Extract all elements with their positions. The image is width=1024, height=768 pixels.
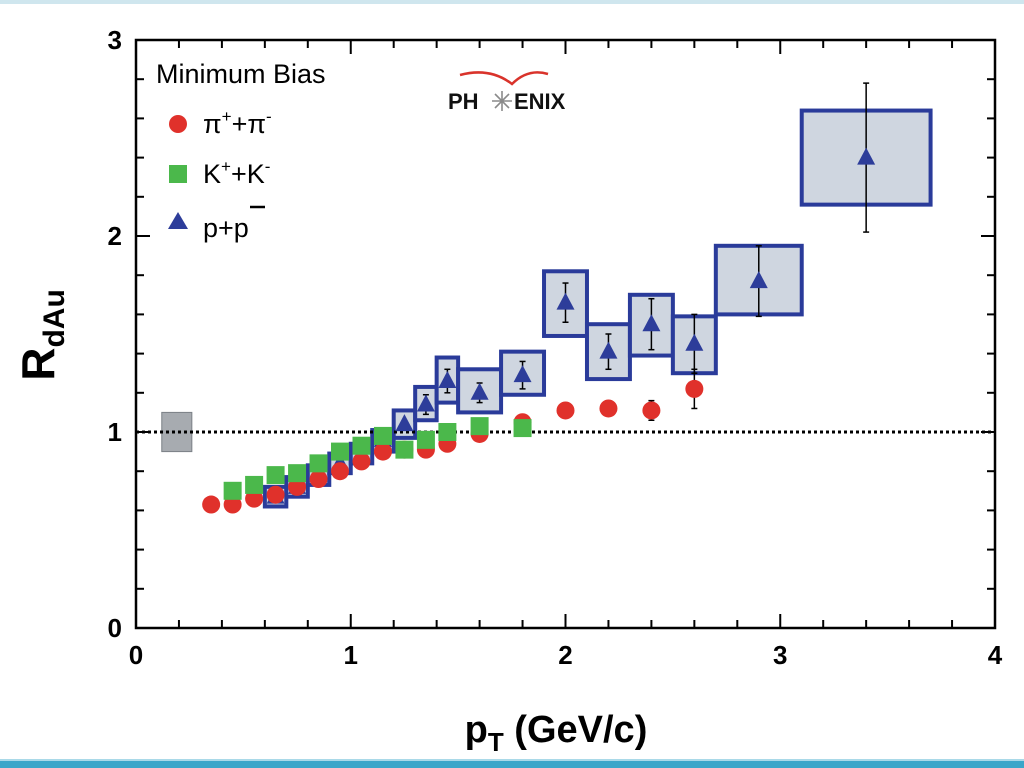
legend-label-kaon: K++K-: [203, 157, 270, 189]
data-point-pion: [642, 401, 661, 420]
data-point-kaon: [331, 442, 350, 461]
data-point-proton: [556, 292, 575, 310]
data-point-kaon: [395, 440, 414, 459]
x-tick-label: 2: [558, 640, 572, 670]
data-point-proton: [416, 394, 435, 412]
data-point-pion: [223, 495, 242, 514]
frame-bottom-border: [0, 761, 1024, 768]
data-point-kaon: [470, 417, 489, 436]
logo-swoosh: [459, 71, 549, 86]
legend-title: Minimum Bias: [156, 59, 326, 89]
data-point-pion: [685, 379, 704, 398]
legend-item-proton: p+p: [168, 205, 265, 243]
data-point-pion: [352, 452, 371, 471]
data-point-pion: [288, 477, 307, 496]
y-tick-label: 2: [108, 221, 122, 251]
tick-labels: 0 1 2 3 4 0 1 2 3: [108, 25, 1003, 670]
legend-item-pion: π++π-: [169, 107, 272, 139]
data-point-kaon: [373, 426, 392, 445]
legend-marker-triangle: [168, 212, 188, 229]
legend: Minimum Bias π++π- K++K- p+p: [156, 59, 326, 243]
legend-marker-square: [169, 165, 187, 183]
logo-text-right: ENIX: [514, 89, 566, 114]
data-point-kaon: [513, 419, 532, 438]
logo-star-icon: [492, 91, 512, 111]
legend-marker-circle: [169, 115, 187, 133]
data-point-kaon: [416, 430, 435, 449]
logo-text-left: PH: [448, 89, 479, 114]
legend-label-pion: π++π-: [203, 107, 272, 139]
data-point-proton: [685, 333, 704, 351]
x-tick-label: 3: [773, 640, 787, 670]
data-point-pion: [556, 401, 575, 420]
y-axis-title: RdAu: [12, 289, 71, 381]
frame-top-border: [0, 0, 1024, 4]
data-point-pion: [309, 470, 328, 489]
data-point-kaon: [288, 464, 307, 483]
axes: [134, 38, 997, 630]
data-point-proton: [395, 414, 414, 432]
data-point-kaon: [352, 436, 371, 455]
data-point-proton: [470, 382, 489, 400]
y-tick-label: 3: [108, 25, 122, 55]
data-point-proton: [599, 341, 618, 359]
legend-item-kaon: K++K-: [169, 157, 270, 189]
data-point-pion: [266, 485, 285, 504]
x-tick-label: 0: [129, 640, 143, 670]
data-point-proton: [642, 314, 661, 332]
data-point-kaon: [245, 475, 264, 494]
legend-label-proton: p+p: [203, 213, 249, 243]
data-point-pion: [245, 489, 264, 508]
data-markers: [202, 82, 876, 514]
y-tick-label: 1: [108, 417, 122, 447]
data-point-kaon: [438, 423, 457, 441]
data-point-pion: [373, 442, 392, 461]
data-point-kaon: [223, 481, 242, 500]
y-tick-label: 0: [108, 613, 122, 643]
data-point-proton: [438, 371, 457, 389]
data-point-proton: [513, 365, 532, 383]
data-point-pion: [331, 462, 350, 481]
data-point-kaon: [309, 454, 328, 473]
x-axis-title: pT (GeV/c): [465, 709, 648, 757]
data-point-proton: [857, 147, 876, 165]
data-point-pion: [599, 399, 618, 418]
x-tick-label: 1: [344, 640, 358, 670]
frame-bottom-highlight: [0, 759, 1024, 761]
data-point-proton: [749, 271, 768, 289]
data-point-kaon: [266, 466, 285, 485]
phenix-logo: PH ENIX: [448, 71, 566, 114]
data-point-pion: [202, 495, 221, 514]
x-tick-label: 4: [988, 640, 1003, 670]
